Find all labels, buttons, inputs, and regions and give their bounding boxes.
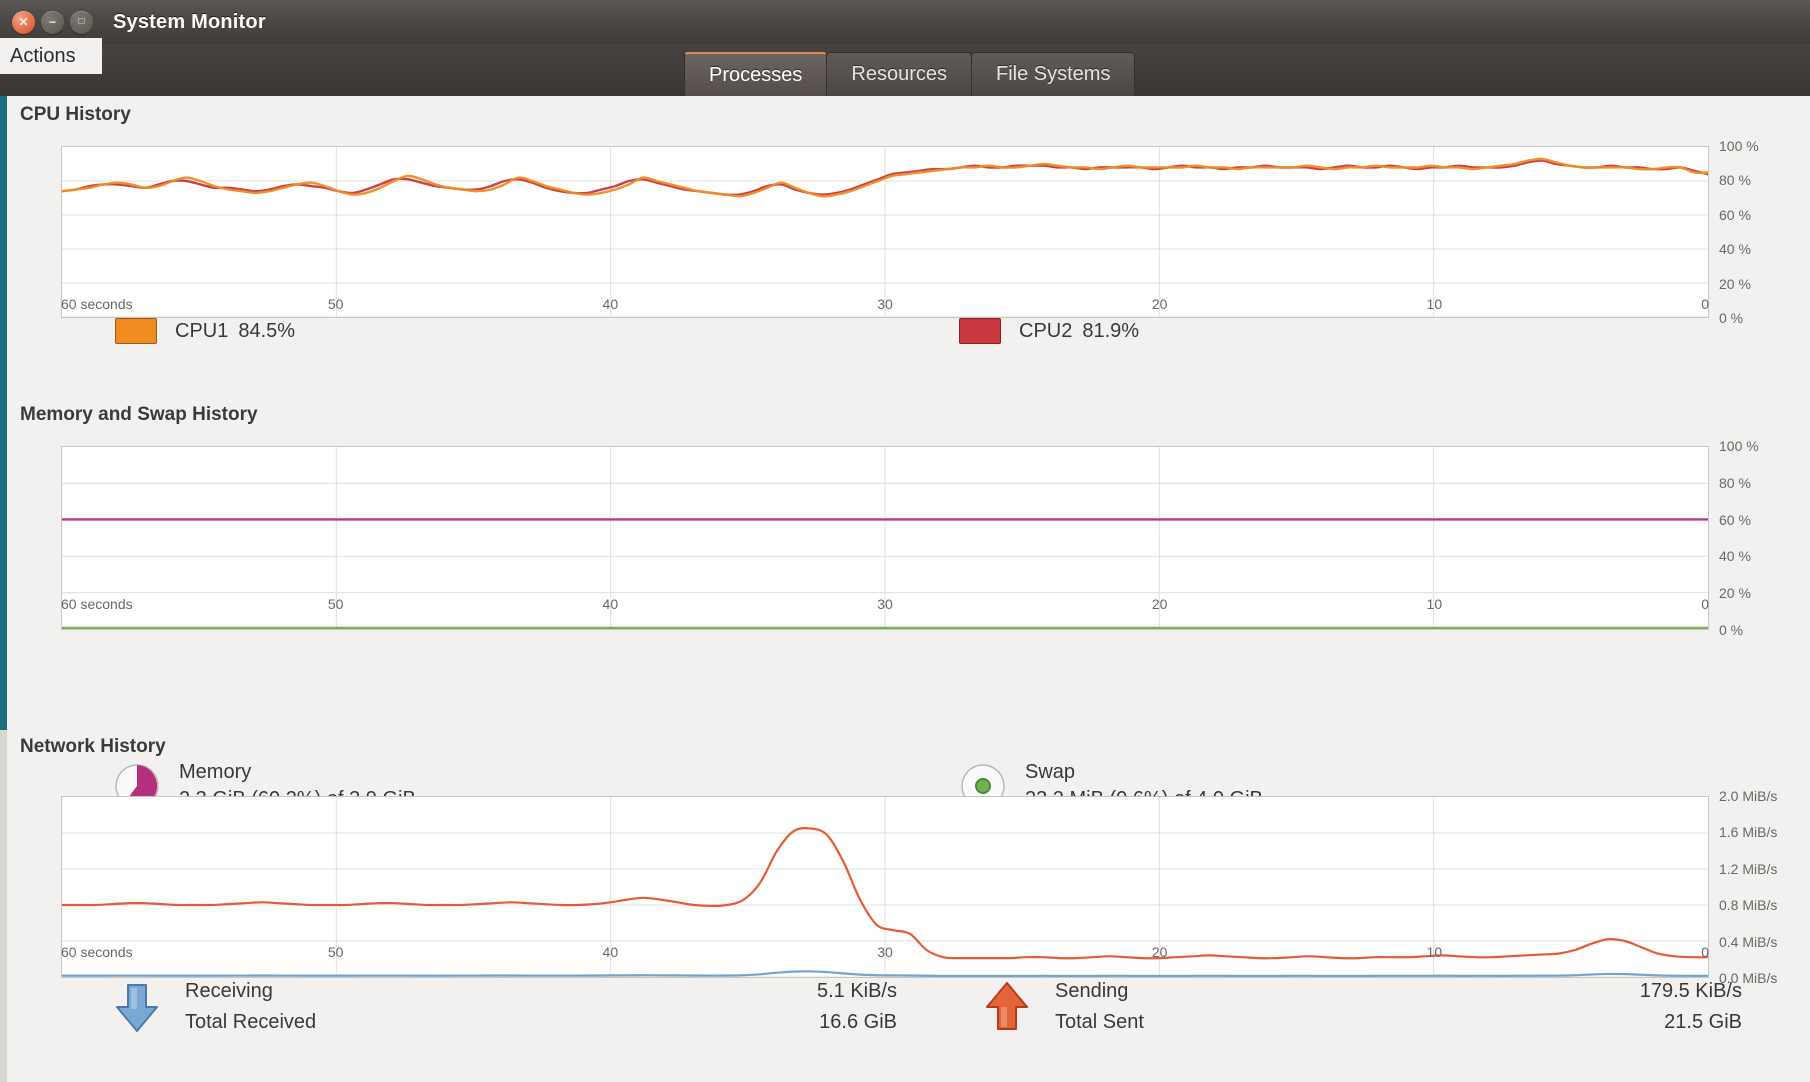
- total-received-label: Total Received: [185, 1011, 317, 1033]
- swap-name: Swap: [1025, 761, 1076, 783]
- x-tick-label: 30: [877, 596, 893, 612]
- sending-label: Sending: [1055, 980, 1129, 1002]
- y-tick-label: 2.0 MiB/s: [1719, 788, 1778, 804]
- cpu2-name: CPU2: [1019, 319, 1073, 342]
- y-tick-label: 80 %: [1719, 172, 1751, 189]
- tab-bar: Processes Resources File Systems: [684, 49, 1136, 96]
- close-icon: ✕: [18, 15, 29, 29]
- cpu2-color-swatch: [959, 318, 1001, 344]
- total-sent-value: 21.5 GiB: [1664, 1011, 1742, 1033]
- legend-cpu2[interactable]: CPU2 81.9%: [959, 318, 1139, 344]
- total-sent-label: Total Sent: [1055, 1011, 1144, 1033]
- x-tick-label: 10: [1426, 296, 1443, 312]
- cpu1-color-swatch: [115, 318, 157, 344]
- x-tick-label: 50: [327, 596, 344, 612]
- y-tick-label: 0.0 MiB/s: [1719, 970, 1778, 986]
- y-tick-label: 20 %: [1719, 275, 1751, 292]
- cpu1-legend-text: CPU1 84.5%: [175, 320, 295, 343]
- y-tick-label: 40 %: [1719, 241, 1751, 258]
- network-receiving-block: Receiving Total Received: [111, 976, 316, 1038]
- cpu1-name: CPU1: [175, 319, 229, 342]
- network-receiving-labels: Receiving Total Received: [185, 976, 316, 1038]
- y-tick-label: 60 %: [1719, 511, 1751, 528]
- left-edge-accent: [0, 96, 7, 730]
- x-tick-label: 30: [877, 944, 893, 960]
- tab-file-systems[interactable]: File Systems: [970, 52, 1136, 96]
- cpu2-legend-text: CPU2 81.9%: [1019, 320, 1139, 343]
- download-arrow-icon: [111, 979, 163, 1035]
- x-tick-label: 0: [1701, 944, 1709, 960]
- maximize-button[interactable]: □: [70, 10, 93, 34]
- x-tick-label: 20: [1151, 596, 1168, 612]
- upload-arrow-icon: [981, 979, 1033, 1035]
- x-tick-label: 20: [1151, 296, 1168, 312]
- y-tick-label: 60 %: [1719, 206, 1751, 223]
- tab-resources[interactable]: Resources: [826, 52, 972, 96]
- network-sending-block: Sending Total Sent: [981, 976, 1144, 1038]
- y-tick-label: 20 %: [1719, 585, 1751, 602]
- y-tick-label: 0.8 MiB/s: [1719, 897, 1778, 914]
- x-tick-label: 60 seconds: [61, 944, 133, 960]
- x-tick-label: 50: [327, 296, 344, 312]
- y-tick-label: 0 %: [1719, 622, 1744, 638]
- receiving-label: Receiving: [185, 980, 273, 1002]
- y-tick-label: 100 %: [1719, 438, 1759, 454]
- legend-cpu1[interactable]: CPU1 84.5%: [115, 318, 295, 344]
- memory-swap-history-chart: [61, 446, 1709, 630]
- x-tick-label: 40: [602, 944, 619, 960]
- memory-swap-history-title: Memory and Swap History: [20, 404, 258, 425]
- tab-processes[interactable]: Processes: [684, 52, 828, 96]
- y-tick-label: 40 %: [1719, 548, 1751, 565]
- network-chart-y-axis: 2.0 MiB/s 1.6 MiB/s 1.2 MiB/s 0.8 MiB/s 0.4 …: [1719, 788, 1810, 986]
- x-tick-label: 20: [1151, 944, 1168, 960]
- x-tick-label: 40: [602, 296, 619, 312]
- x-tick-label: 0: [1701, 596, 1709, 612]
- cpu-history-title: CPU History: [20, 104, 131, 125]
- x-tick-label: 40: [602, 596, 619, 612]
- y-tick-label: 0 %: [1719, 310, 1744, 326]
- network-history-title: Network History: [20, 736, 166, 757]
- window-controls: ✕ − □: [12, 10, 93, 34]
- cpu-chart-x-axis: 60 seconds 50 40 30 20 10 0: [61, 296, 1709, 314]
- left-edge-scroll-track: [0, 730, 7, 1082]
- network-sending-values: 179.5 KiB/s 21.5 GiB: [1487, 976, 1742, 1038]
- title-bar: ✕ − □ System Monitor: [0, 0, 1810, 45]
- x-tick-label: 60 seconds: [61, 596, 133, 612]
- x-tick-label: 10: [1426, 944, 1443, 960]
- total-received-value: 16.6 GiB: [819, 1011, 897, 1033]
- minimize-icon: −: [48, 15, 56, 29]
- x-tick-label: 50: [327, 944, 344, 960]
- x-tick-label: 30: [877, 296, 893, 312]
- network-sending-labels: Sending Total Sent: [1055, 976, 1144, 1038]
- cpu-chart-y-axis: 100 % 80 % 60 % 40 % 20 % 0 %: [1719, 138, 1809, 326]
- cpu-history-chart: [61, 146, 1709, 318]
- minimize-button[interactable]: −: [41, 10, 64, 34]
- cpu2-value: 81.9%: [1082, 319, 1140, 342]
- y-tick-label: 1.2 MiB/s: [1719, 860, 1778, 877]
- y-tick-label: 80 %: [1719, 474, 1751, 491]
- resources-panel: CPU History 100 % 80 % 60 % 40 % 20 % 0 % 60 …: [7, 96, 1810, 1082]
- actions-menu-item[interactable]: Actions: [0, 38, 102, 74]
- y-tick-label: 0.4 MiB/s: [1719, 933, 1778, 950]
- receiving-rate-value: 5.1 KiB/s: [816, 980, 897, 1002]
- network-history-chart: [61, 796, 1709, 978]
- memory-chart-y-axis: 100 % 80 % 60 % 40 % 20 % 0 %: [1719, 438, 1809, 638]
- window-title: System Monitor: [113, 10, 266, 33]
- close-button[interactable]: ✕: [12, 10, 35, 34]
- network-chart-x-axis: 60 seconds 50 40 30 20 10 0: [61, 944, 1709, 962]
- maximize-icon: □: [78, 16, 85, 27]
- x-tick-label: 60 seconds: [61, 296, 133, 312]
- x-tick-label: 0: [1701, 296, 1709, 312]
- sending-rate-value: 179.5 KiB/s: [1639, 980, 1742, 1002]
- cpu1-value: 84.5%: [238, 319, 296, 342]
- y-tick-label: 100 %: [1719, 138, 1759, 154]
- network-receiving-values: 5.1 KiB/s 16.6 GiB: [647, 976, 897, 1038]
- y-tick-label: 1.6 MiB/s: [1719, 824, 1778, 841]
- memory-name: Memory: [179, 761, 252, 783]
- memory-chart-x-axis: 60 seconds 50 40 30 20 10 0: [61, 596, 1709, 614]
- x-tick-label: 10: [1426, 596, 1443, 612]
